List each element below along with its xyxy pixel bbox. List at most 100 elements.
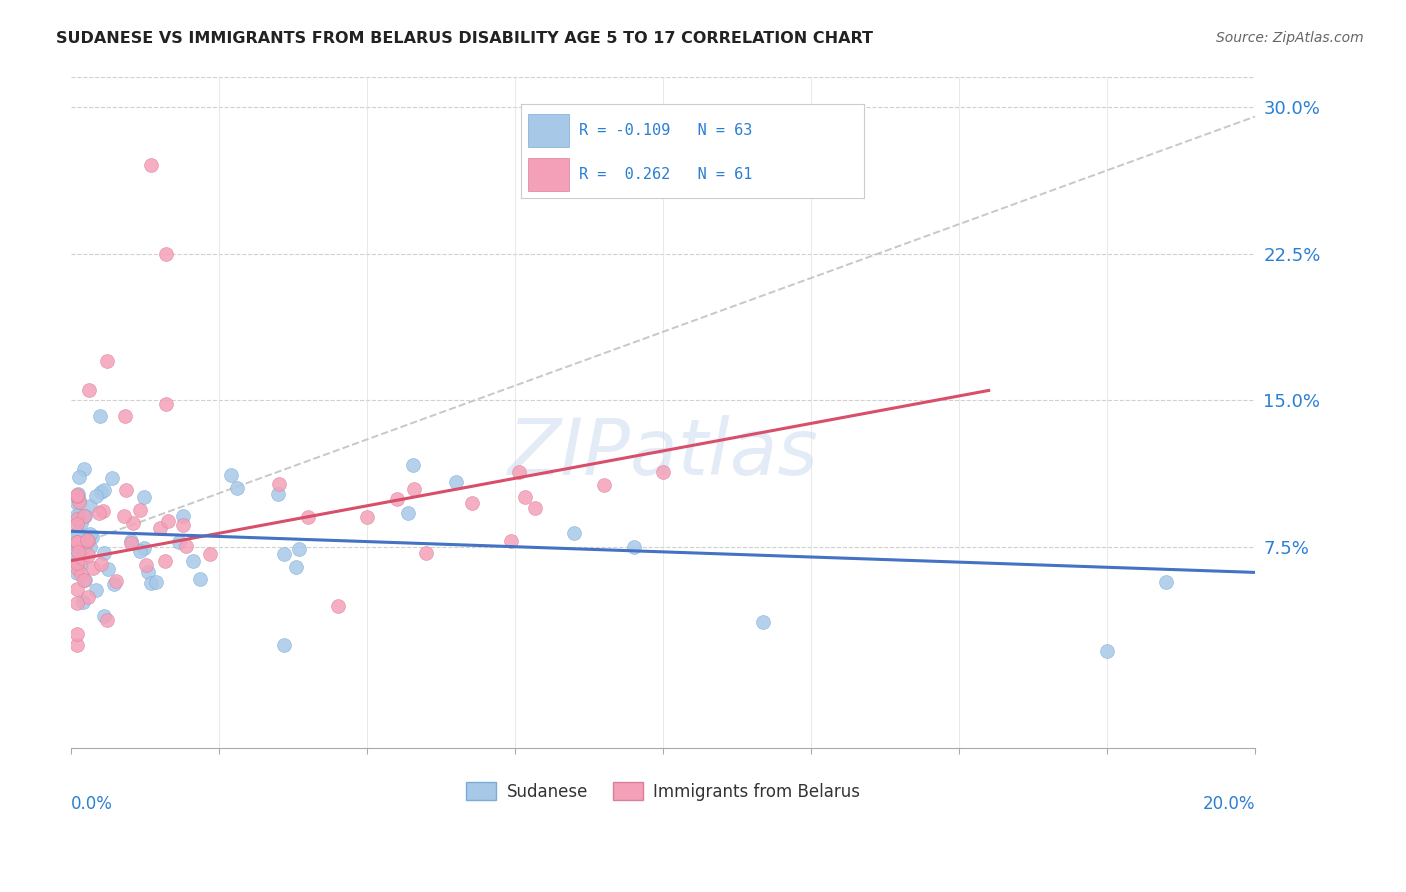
Point <box>326 599 349 613</box>
Point <box>134 490 156 504</box>
Point <box>66 539 89 553</box>
Point <box>508 466 530 480</box>
Point <box>129 502 152 516</box>
Point <box>226 481 249 495</box>
Point <box>66 553 89 567</box>
Point <box>139 575 162 590</box>
Point <box>145 575 167 590</box>
Point <box>66 596 89 610</box>
Point <box>273 638 295 652</box>
Point <box>623 540 645 554</box>
Point <box>73 509 96 524</box>
Point <box>135 558 157 573</box>
Point <box>129 544 152 558</box>
Point <box>1154 574 1177 589</box>
Text: SUDANESE VS IMMIGRANTS FROM BELARUS DISABILITY AGE 5 TO 17 CORRELATION CHART: SUDANESE VS IMMIGRANTS FROM BELARUS DISA… <box>56 31 873 46</box>
Point <box>155 554 177 568</box>
Point <box>155 246 177 260</box>
Point <box>67 495 90 509</box>
Point <box>198 547 221 561</box>
Point <box>114 483 136 497</box>
Point <box>155 397 177 411</box>
Point <box>67 493 90 508</box>
Point <box>562 526 585 541</box>
Point <box>103 577 125 591</box>
Point <box>460 496 482 510</box>
Point <box>82 530 104 544</box>
Point <box>267 487 290 501</box>
Point <box>79 527 101 541</box>
Point <box>77 591 100 605</box>
Point <box>66 535 89 549</box>
Legend: Sudanese, Immigrants from Belarus: Sudanese, Immigrants from Belarus <box>460 776 866 807</box>
Point <box>652 466 675 480</box>
Point <box>66 626 89 640</box>
Point <box>66 487 89 501</box>
Point <box>90 557 112 571</box>
Point <box>356 510 378 524</box>
Point <box>66 556 89 570</box>
Point <box>66 535 89 549</box>
Point <box>79 499 101 513</box>
Point <box>75 573 97 587</box>
Point <box>66 512 89 526</box>
Point <box>136 565 159 579</box>
Point <box>73 538 96 552</box>
Point <box>66 638 89 652</box>
Point <box>167 534 190 549</box>
Point <box>188 572 211 586</box>
Point <box>66 561 89 575</box>
Point <box>105 574 128 588</box>
Point <box>66 526 89 541</box>
Point <box>66 538 89 552</box>
Point <box>402 458 425 473</box>
Point <box>66 549 89 564</box>
Point <box>66 496 89 510</box>
Point <box>523 500 546 515</box>
Point <box>70 540 93 554</box>
Point <box>157 514 180 528</box>
Point <box>79 541 101 555</box>
Point <box>513 490 536 504</box>
Point <box>90 484 112 499</box>
Point <box>76 549 98 563</box>
Point <box>84 582 107 597</box>
Point <box>66 566 89 580</box>
Point <box>69 558 91 572</box>
Point <box>444 475 467 490</box>
Point <box>67 508 90 522</box>
Point <box>396 506 419 520</box>
Point <box>148 521 170 535</box>
Point <box>82 561 104 575</box>
Point <box>76 534 98 549</box>
Point <box>415 546 437 560</box>
Point <box>97 562 120 576</box>
Point <box>75 508 97 523</box>
Point <box>70 550 93 565</box>
Point <box>101 471 124 485</box>
Point <box>96 354 118 368</box>
Point <box>269 477 291 491</box>
Point <box>297 510 319 524</box>
Point <box>120 536 142 550</box>
Point <box>70 566 93 581</box>
Point <box>66 582 89 596</box>
Point <box>134 541 156 555</box>
Point <box>66 508 89 523</box>
Point <box>93 483 115 498</box>
Point <box>67 470 90 484</box>
Point <box>93 609 115 624</box>
Point <box>87 506 110 520</box>
Point <box>285 560 308 574</box>
Point <box>122 516 145 530</box>
Point <box>69 516 91 530</box>
Point <box>66 534 89 549</box>
Point <box>219 468 242 483</box>
Point <box>72 595 94 609</box>
Point <box>173 509 195 524</box>
Point <box>499 534 522 549</box>
Point <box>89 409 111 424</box>
Text: ZIPatlas: ZIPatlas <box>508 415 818 491</box>
Point <box>66 487 89 501</box>
Point <box>66 527 89 541</box>
